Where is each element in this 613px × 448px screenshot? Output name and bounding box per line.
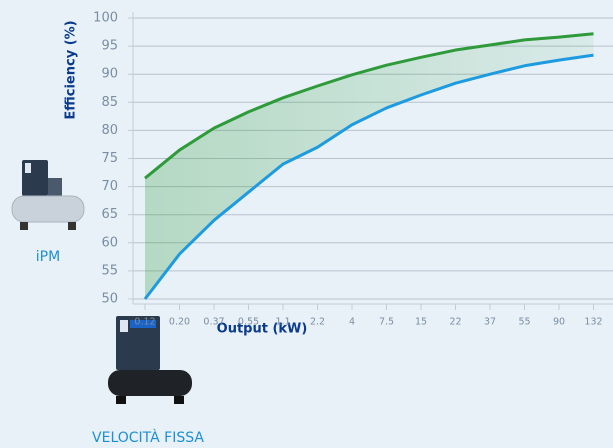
x-tick-label: 7.5 bbox=[379, 317, 394, 328]
x-tick-label: 0.12 bbox=[134, 317, 155, 328]
y-tick-label: 50 bbox=[101, 292, 118, 307]
y-tick-label: 95 bbox=[101, 39, 118, 54]
y-tick-label: 85 bbox=[101, 95, 118, 110]
x-tick-label: 22 bbox=[449, 317, 461, 328]
x-tick-label: 1.1 bbox=[275, 317, 290, 328]
x-tick-label: 0.55 bbox=[238, 317, 259, 328]
x-axis-label: Output (kW) bbox=[217, 322, 308, 337]
x-tick-label: 4 bbox=[349, 317, 355, 328]
x-tick-label: 55 bbox=[518, 317, 530, 328]
x-tick-label: 0.20 bbox=[169, 317, 190, 328]
y-tick-label: 100 bbox=[93, 11, 118, 26]
legend-label: iPM bbox=[36, 249, 60, 265]
series-line bbox=[143, 53, 594, 300]
x-tick-label: 132 bbox=[584, 317, 602, 328]
y-tick-label: 55 bbox=[101, 263, 118, 278]
y-tick-label: 90 bbox=[101, 67, 118, 82]
y-tick-label: 65 bbox=[101, 207, 118, 222]
series-line bbox=[144, 32, 594, 180]
x-tick-label: 15 bbox=[415, 317, 427, 328]
band-fill bbox=[145, 33, 594, 300]
x-tick-label: 37 bbox=[484, 317, 496, 328]
y-tick-label: 75 bbox=[101, 151, 118, 166]
x-tick-label: 2.2 bbox=[310, 317, 325, 328]
fixed-speed-icon bbox=[108, 316, 192, 404]
y-tick-label: 60 bbox=[101, 235, 118, 250]
legend-label: VELOCITÀ FISSA bbox=[92, 429, 204, 446]
ipm-icon bbox=[11, 160, 85, 230]
y-tick-label: 80 bbox=[101, 123, 118, 138]
y-tick-label: 70 bbox=[101, 179, 118, 194]
x-tick-label: 0.37 bbox=[203, 317, 224, 328]
x-tick-label: 90 bbox=[553, 317, 565, 328]
y-axis-label: Efficiency (%) bbox=[64, 20, 79, 119]
